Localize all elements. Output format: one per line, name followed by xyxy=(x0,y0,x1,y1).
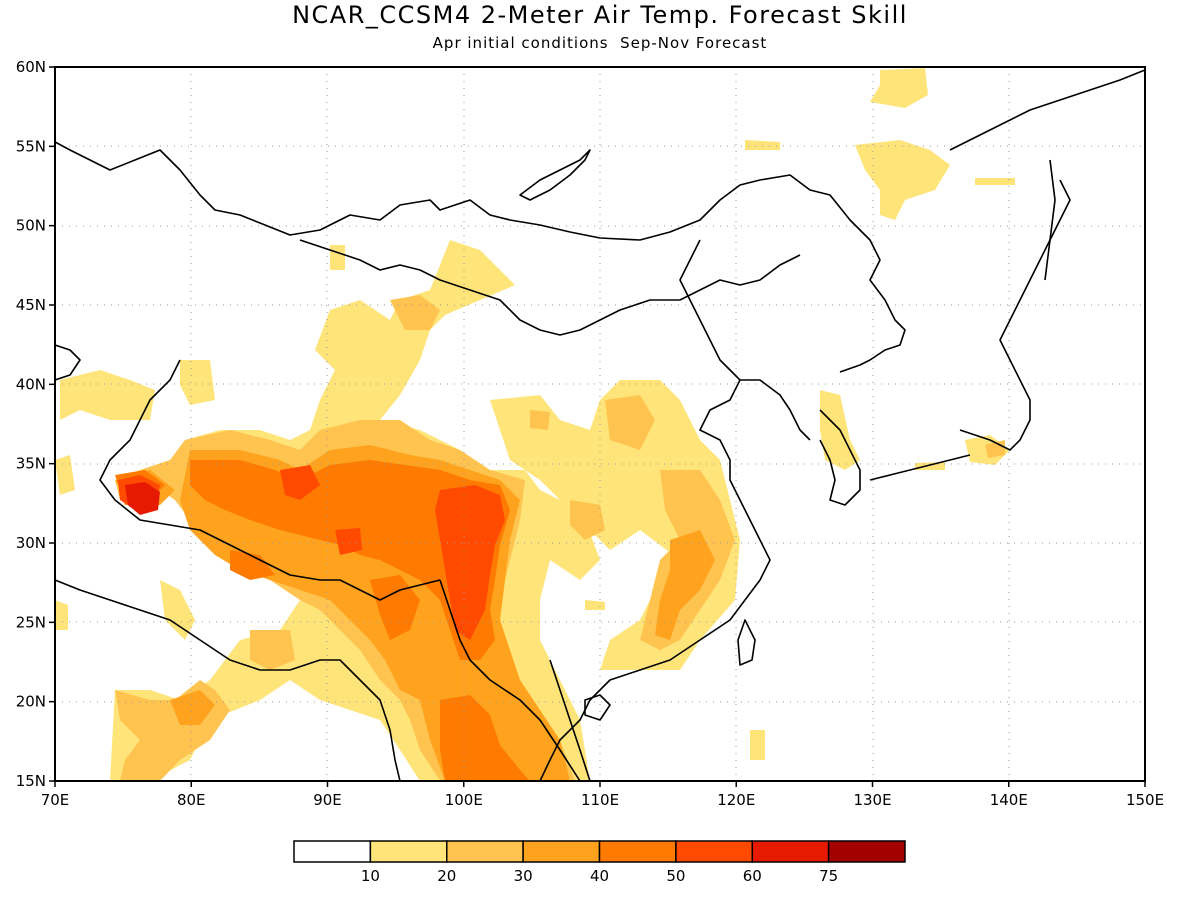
lon-tick-label: 150E xyxy=(1126,791,1164,809)
border-burma xyxy=(439,579,581,781)
colorbar-swatch xyxy=(675,840,753,863)
lat-tick-label: 15N xyxy=(16,772,46,790)
skill-region-level50 xyxy=(435,485,505,640)
lat-tick-label: 60N xyxy=(16,58,46,76)
coastline-baikal xyxy=(519,149,591,201)
skill-region-level30 xyxy=(655,530,715,640)
colorbar: 10 20 30 40 50 60 75 xyxy=(293,840,906,885)
lon-tick-label: 140E xyxy=(990,791,1028,809)
coastline-hainan xyxy=(584,694,611,721)
lon-tick-label: 90E xyxy=(313,791,342,809)
skill-region-level20 xyxy=(250,630,295,670)
coastline-north xyxy=(55,141,906,373)
colorbar-label: 20 xyxy=(437,867,456,885)
skill-region-level50 xyxy=(335,528,362,555)
skill-region-level30 xyxy=(170,690,215,725)
skill-region-level40 xyxy=(190,460,510,660)
colorbar-swatch xyxy=(827,840,906,863)
skill-region-level40 xyxy=(440,695,530,781)
colorbar-swatch xyxy=(522,840,601,863)
lat-tick-label: 55N xyxy=(16,137,46,155)
skill-region-level20 xyxy=(530,410,550,430)
skill-region-level50 xyxy=(280,465,320,500)
lon-tick-label: 80E xyxy=(177,791,206,809)
coastline-taiwan xyxy=(737,619,756,666)
lat-tick-label: 35N xyxy=(16,455,46,473)
coastline-korea xyxy=(819,409,861,506)
coastline-japan xyxy=(959,179,1071,451)
lon-tick-label: 70E xyxy=(41,791,70,809)
lon-tick-label: 110E xyxy=(581,791,619,809)
colorbar-swatch xyxy=(446,840,524,863)
coastline-china xyxy=(539,379,771,781)
skill-region-level20 xyxy=(605,395,655,450)
skill-region-level10 xyxy=(55,600,68,630)
skill-region-level60 xyxy=(125,482,160,515)
chart-subtitle: Apr initial conditions Sep-Nov Forecast xyxy=(432,34,768,52)
skill-region-level10 xyxy=(330,245,345,270)
colorbar-label: 10 xyxy=(361,867,380,885)
lat-tick-label: 45N xyxy=(16,296,46,314)
border-china-west xyxy=(99,359,441,601)
coastlines xyxy=(55,69,1145,781)
skill-shading xyxy=(55,68,1015,781)
colorbar-label: 75 xyxy=(819,867,838,885)
border-mongolia xyxy=(299,239,801,336)
graticule xyxy=(55,67,1145,781)
border-china-east xyxy=(679,239,811,441)
skill-region-level10 xyxy=(870,68,928,108)
colorbar-label: 30 xyxy=(514,867,533,885)
lon-tick-label: 120E xyxy=(717,791,755,809)
skill-region-level20 xyxy=(115,680,230,781)
skill-region-level10 xyxy=(750,730,765,760)
skill-region-level40 xyxy=(230,550,275,580)
skill-region-level10 xyxy=(975,178,1015,185)
coastline-india xyxy=(55,579,401,781)
skill-region-level10 xyxy=(745,140,780,150)
lat-tick-label: 50N xyxy=(16,217,46,235)
longitude-axis: 70E 80E 90E 100E 110E 120E 130E 140E 150E xyxy=(41,781,1164,809)
colorbar-swatch xyxy=(751,840,830,863)
lon-tick-label: 130E xyxy=(853,791,891,809)
skill-region-level20 xyxy=(570,500,605,540)
colorbar-swatch xyxy=(369,840,448,863)
skill-region-level10 xyxy=(160,580,195,640)
colorbar-swatch xyxy=(598,840,677,863)
coastline-sakhalin xyxy=(1044,159,1056,281)
lat-tick-label: 40N xyxy=(16,375,46,393)
skill-region-level10 xyxy=(180,360,215,405)
coastline-caspian xyxy=(55,344,81,381)
lat-tick-label: 25N xyxy=(16,613,46,631)
latitude-axis: 15N 20N 25N 30N 35N 40N 45N 50N 55N 60N xyxy=(16,58,55,790)
plot-area xyxy=(55,67,1145,781)
skill-region-level10 xyxy=(915,462,945,470)
lon-tick-label: 100E xyxy=(445,791,483,809)
colorbar-label: 50 xyxy=(666,867,685,885)
colorbar-label: 60 xyxy=(743,867,762,885)
colorbar-label: 40 xyxy=(590,867,609,885)
skill-region-level10 xyxy=(855,140,950,220)
chart-title: NCAR_CCSM4 2-Meter Air Temp. Forecast Sk… xyxy=(292,1,908,29)
skill-region-level20 xyxy=(390,295,440,330)
skill-region-level10 xyxy=(60,370,155,420)
lat-tick-label: 20N xyxy=(16,693,46,711)
colorbar-swatch xyxy=(293,840,372,863)
skill-region-level10 xyxy=(55,455,75,495)
skill-region-level40 xyxy=(370,575,420,640)
lat-tick-label: 30N xyxy=(16,534,46,552)
coastline-kamchatka xyxy=(949,69,1145,151)
coastline-japan-south xyxy=(869,454,971,481)
coastline-malay xyxy=(549,659,591,781)
skill-region-level10 xyxy=(585,600,605,610)
